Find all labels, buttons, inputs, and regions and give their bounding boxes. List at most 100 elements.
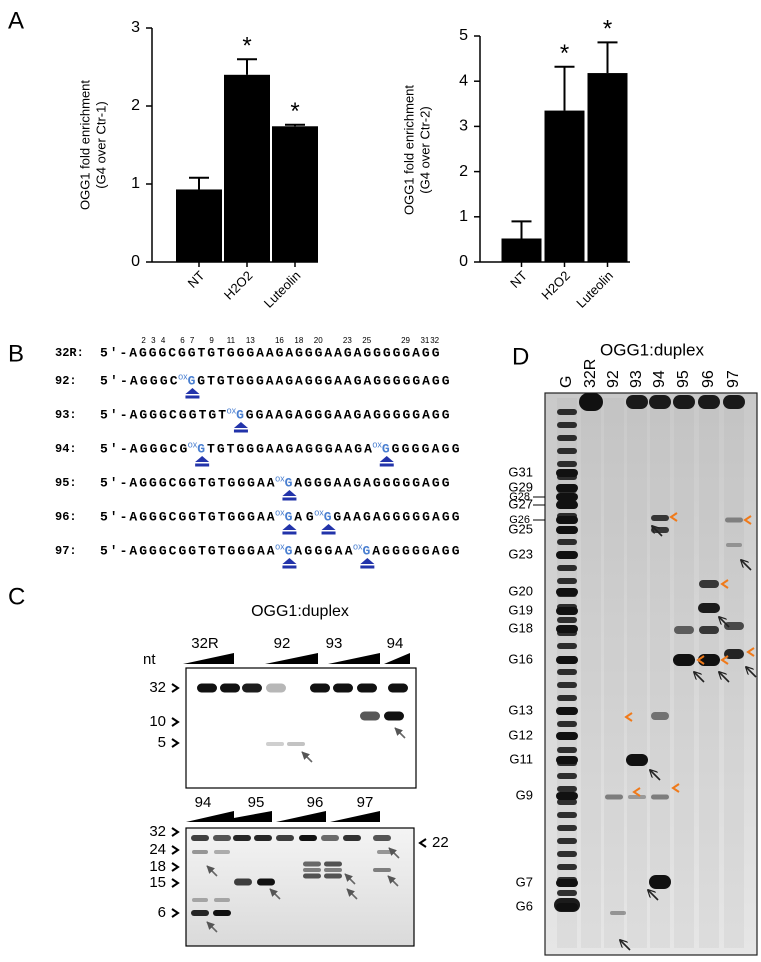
gel-band	[557, 565, 577, 571]
y-axis-label: (G4 over Ctr-2)	[417, 106, 432, 193]
y-tick-label: 0	[459, 253, 468, 270]
gel-band	[698, 603, 720, 613]
lane-label: 95	[675, 370, 692, 388]
gel-band	[556, 656, 578, 664]
gel-band	[557, 825, 577, 831]
marker-chevron	[171, 738, 180, 748]
gel-band	[673, 395, 695, 409]
cleavage-chevron	[743, 515, 752, 525]
position-number: 6	[180, 336, 185, 345]
unit-label: nt	[143, 651, 156, 668]
position-marker: G18	[508, 620, 533, 635]
arrow	[269, 888, 281, 900]
gradient-wedge	[212, 811, 272, 822]
position-marker: G23	[508, 546, 533, 561]
gel-band	[557, 682, 577, 688]
sequence: 5'-AGGGCGGTGTGGGAA	[100, 475, 275, 490]
sequence: TGTGGGAAGAGGGAAGA	[207, 441, 372, 456]
significance-star: *	[603, 16, 612, 43]
gel-band	[557, 890, 577, 896]
gel-band	[557, 864, 577, 870]
gel-band	[556, 588, 578, 596]
ogg1-icon	[379, 456, 394, 462]
gel-band	[213, 910, 231, 916]
gel-band	[556, 526, 578, 534]
significance-star: *	[290, 98, 299, 125]
ogg1-icon	[282, 490, 297, 496]
gel-band	[191, 910, 209, 916]
position-number: 32	[430, 336, 439, 345]
ox-label: ox	[275, 507, 285, 517]
x-tick-label: H2O2	[538, 268, 573, 303]
marker-chevron	[418, 838, 427, 848]
x-tick-label: H2O2	[221, 268, 256, 303]
bar	[272, 126, 318, 262]
lane-label: G	[558, 376, 575, 388]
position-marker: G27	[508, 496, 533, 511]
panel-label: B	[8, 340, 24, 367]
arrow	[344, 873, 356, 885]
cleavage-chevron	[746, 647, 755, 657]
gel-band	[556, 469, 578, 477]
bar	[501, 238, 542, 262]
gel-band	[557, 799, 577, 805]
ox-label: ox	[227, 405, 237, 415]
lane-label: 96	[700, 370, 717, 388]
lane-label: 93	[326, 635, 343, 652]
position-number: 4	[161, 336, 166, 345]
gel-band	[556, 707, 578, 715]
gel-band	[556, 625, 578, 633]
size-marker: 32	[149, 679, 166, 696]
arrow	[206, 865, 218, 877]
gel-band	[192, 898, 208, 902]
gel-band	[557, 422, 577, 428]
ogg1-icon	[233, 422, 248, 428]
cleavage-chevron	[624, 712, 633, 722]
lane-label: 97	[357, 794, 374, 811]
position-marker: G6	[516, 898, 533, 913]
arrow	[388, 847, 400, 859]
gel-band	[698, 654, 720, 666]
y-tick-label: 3	[131, 19, 140, 36]
ox-label: ox	[178, 371, 188, 381]
gel-band	[373, 868, 391, 872]
y-tick-label: 0	[131, 253, 140, 270]
marker-chevron	[171, 862, 180, 872]
gel-band	[556, 792, 578, 800]
ox-label: ox	[353, 541, 363, 551]
panel-label: D	[512, 343, 529, 370]
position-marker: G16	[508, 651, 533, 666]
ox-guanine: G	[324, 509, 332, 524]
gel-band	[610, 911, 626, 915]
gel-band	[699, 580, 719, 588]
gel-band	[557, 435, 577, 441]
y-axis-label: OGG1 fold enrichment	[77, 80, 92, 210]
y-tick-label: 1	[459, 208, 468, 225]
ogg1-icon	[360, 558, 375, 564]
gel-band	[303, 861, 321, 867]
ox-guanine: G	[236, 407, 244, 422]
ogg1-icon	[195, 456, 210, 462]
ox-label: ox	[275, 541, 285, 551]
arrow	[746, 667, 757, 678]
lane-label: 97	[725, 370, 742, 388]
gradient-wedge	[265, 653, 318, 664]
position-number: 13	[246, 336, 255, 345]
cleavage-chevron	[632, 787, 641, 797]
sequence: 5'-AGGGC	[100, 373, 178, 388]
gel-band	[333, 683, 353, 693]
gel-band	[556, 607, 578, 615]
sequence: 5'-AGGGCG	[100, 441, 187, 456]
ogg1-icon	[282, 558, 297, 564]
gel-band	[220, 683, 240, 693]
gel-band	[192, 850, 208, 854]
gel-band	[214, 850, 230, 854]
position-number: 7	[190, 336, 195, 345]
sequence: GAAGAGGGGGAGG	[333, 509, 459, 524]
row-label: 94:	[55, 442, 77, 456]
gel-band	[197, 683, 217, 693]
gel-band	[557, 643, 577, 649]
gel-band	[557, 812, 577, 818]
gel-image	[185, 827, 415, 947]
marker-chevron	[171, 908, 180, 918]
